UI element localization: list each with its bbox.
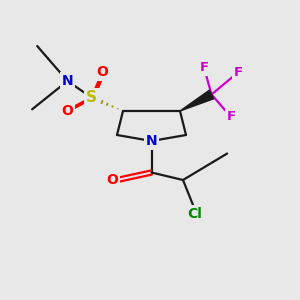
Text: Cl: Cl	[188, 207, 202, 220]
Text: N: N	[146, 134, 157, 148]
Text: O: O	[61, 104, 74, 118]
Text: F: F	[234, 65, 243, 79]
Polygon shape	[180, 90, 214, 111]
Text: S: S	[86, 90, 97, 105]
Text: F: F	[200, 61, 208, 74]
Text: F: F	[226, 110, 236, 124]
Text: N: N	[62, 74, 73, 88]
Text: O: O	[96, 65, 108, 79]
Text: O: O	[106, 173, 119, 187]
